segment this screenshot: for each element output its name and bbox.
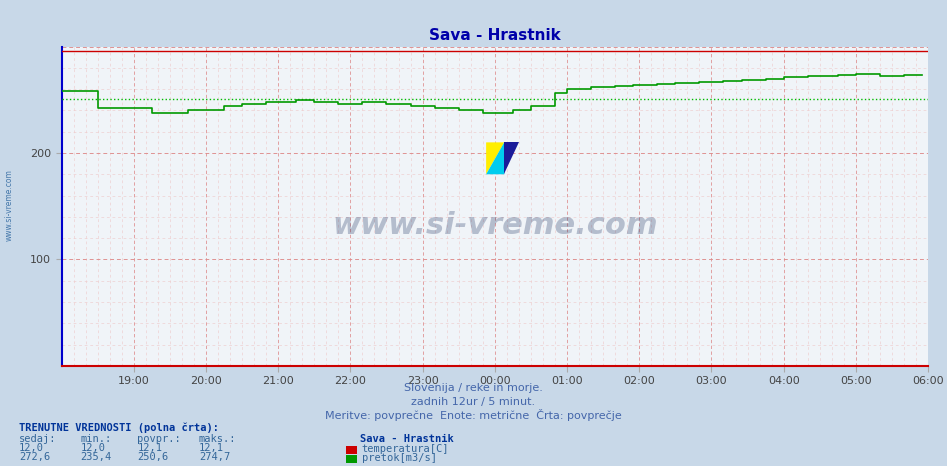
- Text: 12,0: 12,0: [19, 443, 44, 453]
- Title: Sava - Hrastnik: Sava - Hrastnik: [429, 27, 561, 43]
- Polygon shape: [486, 143, 504, 174]
- Text: www.si-vreme.com: www.si-vreme.com: [5, 169, 14, 241]
- Text: TRENUTNE VREDNOSTI (polna črta):: TRENUTNE VREDNOSTI (polna črta):: [19, 423, 219, 433]
- Text: pretok[m3/s]: pretok[m3/s]: [362, 453, 437, 463]
- Text: 272,6: 272,6: [19, 452, 50, 462]
- Text: 12,0: 12,0: [80, 443, 105, 453]
- Text: 12,1: 12,1: [199, 443, 223, 453]
- Text: 250,6: 250,6: [137, 452, 169, 462]
- Text: sedaj:: sedaj:: [19, 434, 57, 444]
- Text: 274,7: 274,7: [199, 452, 230, 462]
- Polygon shape: [504, 143, 519, 174]
- Text: 12,1: 12,1: [137, 443, 162, 453]
- Text: Meritve: povprečne  Enote: metrične  Črta: povprečje: Meritve: povprečne Enote: metrične Črta:…: [325, 410, 622, 421]
- Text: maks.:: maks.:: [199, 434, 237, 444]
- Text: zadnih 12ur / 5 minut.: zadnih 12ur / 5 minut.: [411, 397, 536, 407]
- Text: povpr.:: povpr.:: [137, 434, 181, 444]
- Polygon shape: [486, 143, 504, 174]
- Text: Sava - Hrastnik: Sava - Hrastnik: [360, 434, 454, 444]
- Text: 235,4: 235,4: [80, 452, 112, 462]
- Text: min.:: min.:: [80, 434, 112, 444]
- Text: www.si-vreme.com: www.si-vreme.com: [332, 211, 657, 240]
- Text: Slovenija / reke in morje.: Slovenija / reke in morje.: [404, 384, 543, 393]
- Text: temperatura[C]: temperatura[C]: [362, 444, 449, 454]
